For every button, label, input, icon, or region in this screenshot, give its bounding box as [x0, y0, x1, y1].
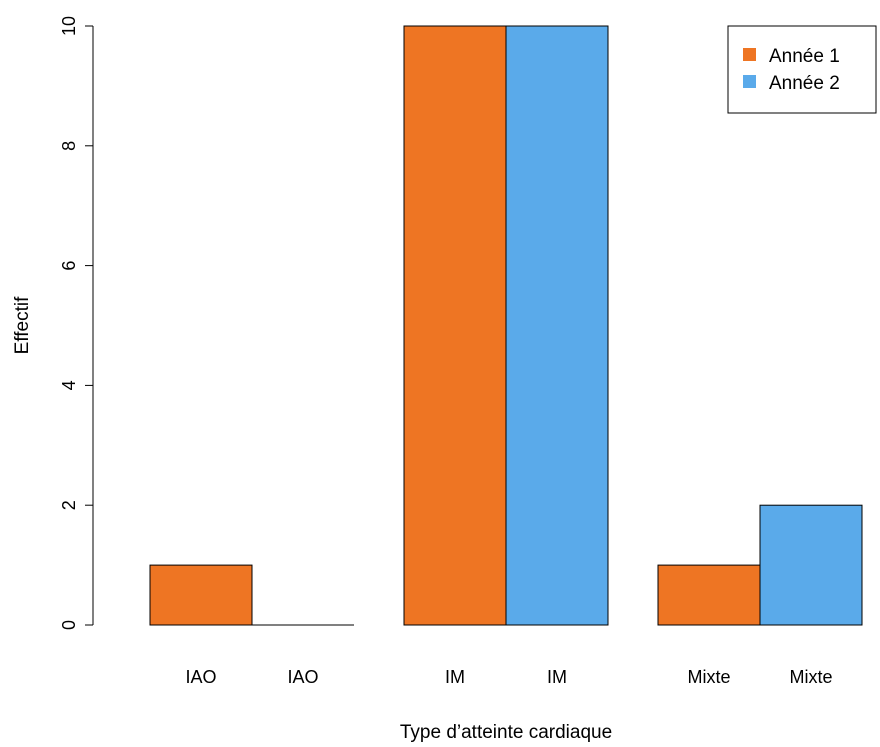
y-tick-label: 6 — [59, 261, 79, 271]
legend-box — [727, 25, 877, 114]
bar-mixte-annee-1 — [657, 564, 761, 626]
x-tick-label: IAO — [185, 667, 216, 687]
x-tick-label: IAO — [287, 667, 318, 687]
y-tick-label: 0 — [59, 620, 79, 630]
legend-label-annee-1: Année 1 — [769, 46, 840, 67]
bar-mixte-annee-2 — [759, 504, 863, 626]
x-tick-labels: IAO IAO IM IM Mixte Mixte — [185, 667, 832, 687]
y-tick-label: 10 — [59, 16, 79, 36]
y-axis-title: Effectif — [12, 296, 33, 354]
x-axis-title: Type d’atteinte cardiaque — [400, 722, 612, 743]
x-tick-label: IM — [547, 667, 567, 687]
legend-label-annee-2: Année 2 — [769, 73, 840, 94]
bars — [149, 25, 863, 626]
legend-swatch-annee-1 — [743, 48, 756, 61]
bar-im-annee-2 — [505, 25, 609, 626]
legend: Année 1 Année 2 — [727, 25, 877, 114]
bar-im-annee-1 — [403, 25, 507, 626]
y-tick-label: 2 — [59, 500, 79, 510]
legend-swatch-annee-2 — [743, 75, 756, 88]
x-tick-label: Mixte — [789, 667, 832, 687]
x-tick-label: Mixte — [687, 667, 730, 687]
x-tick-label: IM — [445, 667, 465, 687]
y-tick-label: 4 — [59, 380, 79, 390]
y-axis: 0 2 4 6 8 10 — [59, 16, 94, 630]
bar-iao-annee-1 — [149, 564, 253, 626]
y-tick-label: 8 — [59, 141, 79, 151]
